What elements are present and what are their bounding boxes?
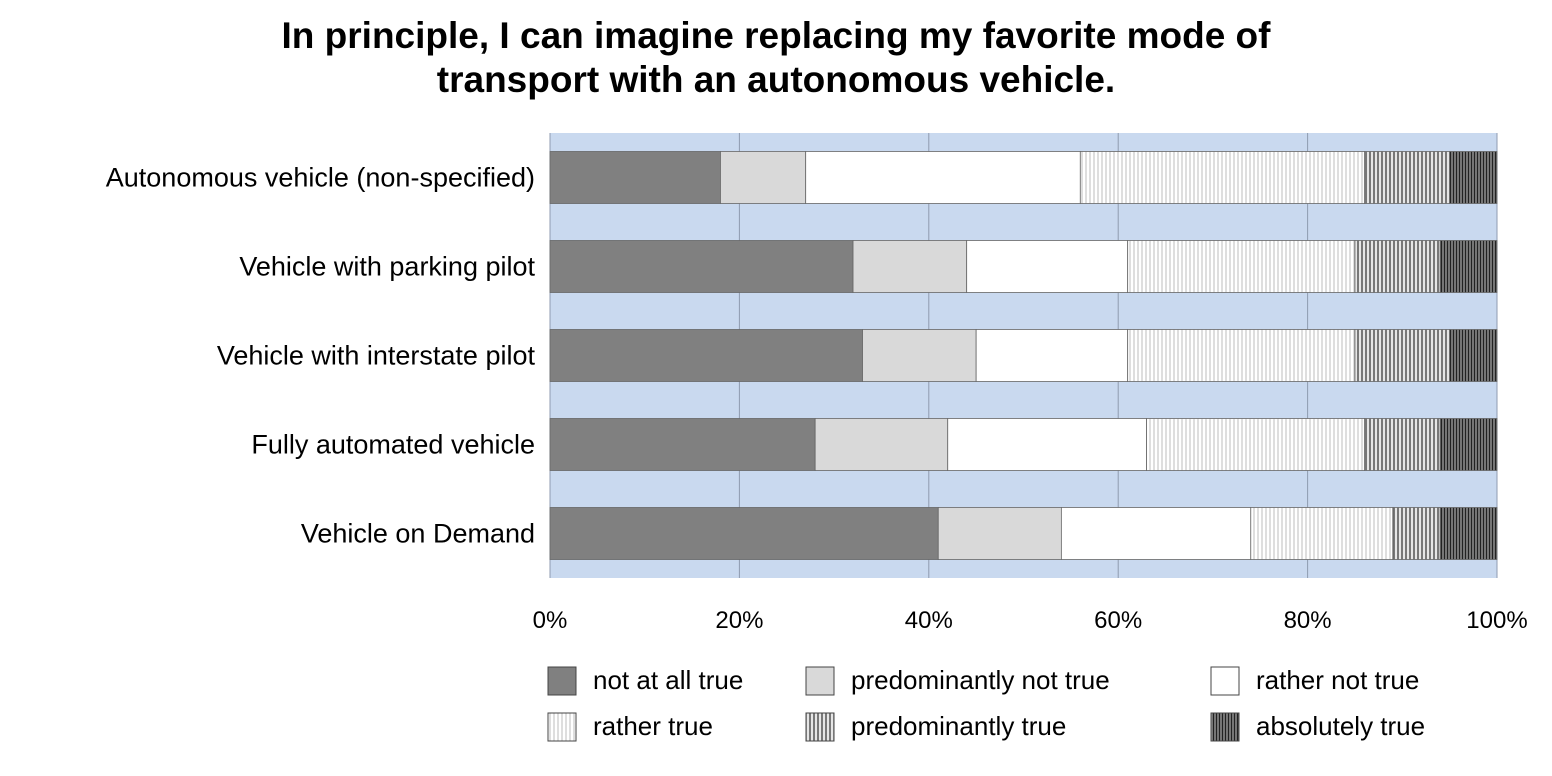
x-tick-label: 60%: [1094, 607, 1142, 634]
bar-segment: [549, 507, 939, 560]
category-label: Vehicle with parking pilot: [239, 252, 535, 282]
x-tick-label: 40%: [905, 607, 953, 634]
legend-label: rather not true: [1256, 665, 1419, 695]
legend-label: not at all true: [593, 665, 743, 695]
bar-segment: [1439, 240, 1498, 293]
bar-segment: [1449, 151, 1498, 204]
legend-swatch: [805, 666, 835, 696]
category-label: Vehicle on Demand: [301, 519, 535, 549]
bar-segment: [862, 329, 977, 382]
bar-segment: [1127, 240, 1356, 293]
bar-segment: [966, 240, 1129, 293]
bar-segment: [1146, 418, 1365, 471]
bar-segment: [1449, 329, 1498, 382]
legend-swatch: [547, 712, 577, 742]
bar-segment: [1354, 240, 1441, 293]
x-tick-label: 0%: [533, 607, 568, 634]
legend-swatch: [805, 712, 835, 742]
legend-swatch: [1210, 666, 1240, 696]
bar-segment: [1060, 507, 1252, 560]
category-label: Vehicle with interstate pilot: [217, 341, 536, 371]
legend-label: rather true: [593, 711, 713, 741]
bar-segment: [1439, 507, 1498, 560]
bar-segment: [1354, 329, 1451, 382]
x-tick-label: 80%: [1284, 607, 1332, 634]
x-tick-label: 20%: [715, 607, 763, 634]
legend-swatch: [1210, 712, 1240, 742]
bar-segment: [975, 329, 1129, 382]
bar-segment: [1127, 329, 1356, 382]
category-label: Fully automated vehicle: [251, 430, 535, 460]
legend-label: predominantly true: [851, 711, 1066, 741]
chart-title-line-2: transport with an autonomous vehicle.: [436, 59, 1116, 100]
bar-segment: [1439, 418, 1498, 471]
bar-segment: [1364, 151, 1451, 204]
bar-segment: [814, 418, 949, 471]
legend-label: predominantly not true: [851, 665, 1110, 695]
bar-segment: [937, 507, 1062, 560]
bar-segment: [549, 151, 721, 204]
chart-title: In principle, I can imagine replacing my…: [0, 14, 1552, 102]
bar-segment: [1392, 507, 1441, 560]
bar-segment: [947, 418, 1148, 471]
category-label: Autonomous vehicle (non-specified): [106, 163, 535, 193]
bar-segment: [805, 151, 1081, 204]
bar-segment: [720, 151, 807, 204]
bar-segment: [549, 329, 863, 382]
bar-segment: [549, 240, 854, 293]
x-tick-label: 100%: [1466, 607, 1527, 634]
legend-swatch: [547, 666, 577, 696]
bar-segment: [1079, 151, 1365, 204]
bar-segment: [549, 418, 816, 471]
bar-segment: [852, 240, 968, 293]
bar-segment: [1250, 507, 1394, 560]
legend-label: absolutely true: [1256, 711, 1425, 741]
chart-title-line-1: In principle, I can imagine replacing my…: [281, 15, 1271, 56]
bar-segment: [1364, 418, 1441, 471]
